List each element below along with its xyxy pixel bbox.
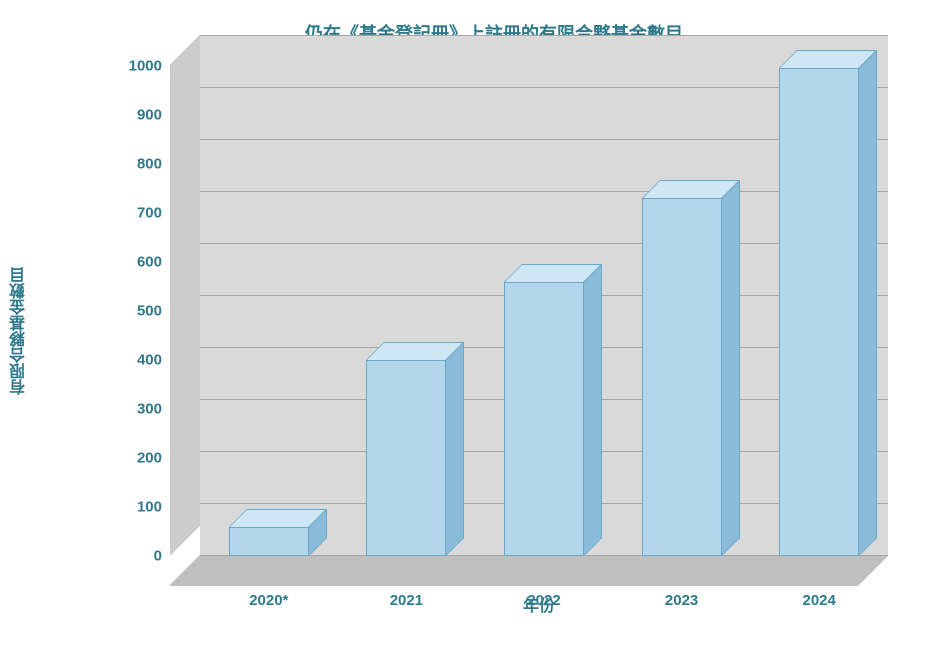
bar-front [504, 282, 584, 556]
bar [229, 527, 309, 556]
y-axis-label: 有限合夥基金數目 [8, 267, 32, 395]
bar [504, 282, 584, 556]
y-tick-label: 400 [137, 352, 162, 369]
x-tick-label: 2021 [390, 592, 423, 609]
bar-side [584, 264, 602, 556]
bar-side [722, 180, 740, 556]
y-tick-label: 1000 [129, 58, 162, 75]
gridline [200, 35, 888, 36]
bar [366, 360, 446, 556]
y-tick-label: 500 [137, 303, 162, 320]
y-tick-label: 200 [137, 450, 162, 467]
bar-front [229, 527, 309, 556]
y-tick-label: 800 [137, 156, 162, 173]
x-tick-label: 2024 [803, 592, 836, 609]
x-tick-label: 2020* [249, 592, 288, 609]
floor-face [170, 556, 888, 586]
chart-body: 2020*2021202220232024 0 100 200 300 400 500 60… [100, 56, 898, 616]
chart-floor [170, 556, 888, 586]
bar [779, 68, 859, 556]
bar-side [446, 342, 464, 556]
x-tick-label: 2023 [665, 592, 698, 609]
bar [642, 198, 722, 556]
y-tick-label: 0 [154, 548, 162, 565]
bars-area: 2020*2021202220232024 [200, 66, 888, 556]
y-tick-label: 700 [137, 205, 162, 222]
bar-front [642, 198, 722, 556]
x-axis-label: 年份 [523, 592, 555, 616]
bar-side [859, 50, 877, 556]
bar-front [366, 360, 446, 556]
y-tick-label: 300 [137, 401, 162, 418]
y-tick-label: 100 [137, 499, 162, 516]
plot-area: 2020*2021202220232024 010020030040050060… [170, 66, 888, 586]
y-tick-label: 900 [137, 107, 162, 124]
chart-container: 仍在《基金登記冊》上註冊的有限合夥基金數目 有限合夥基金數目 2020*2021… [0, 0, 928, 661]
bar-front [779, 68, 859, 556]
sidewall [170, 36, 200, 556]
plot-3d: 2020*2021202220232024 [170, 66, 888, 586]
y-tick-label: 600 [137, 254, 162, 271]
